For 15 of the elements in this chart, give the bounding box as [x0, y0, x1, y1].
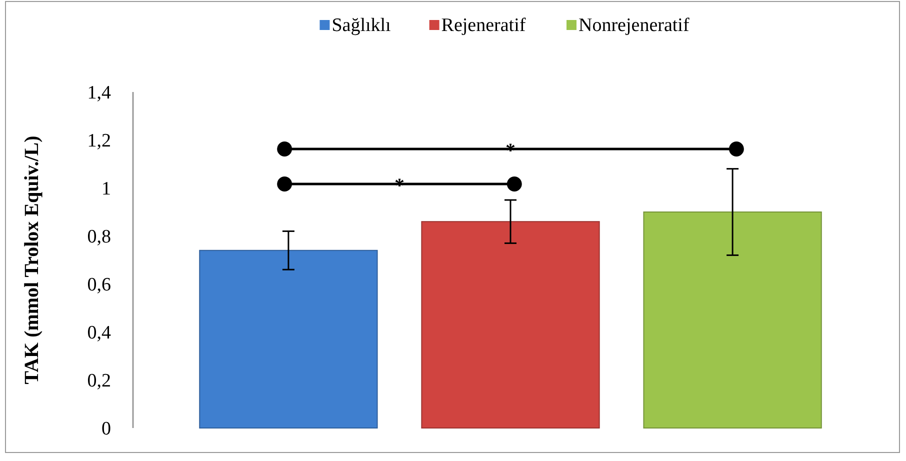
legend-label: Sağlıklı: [332, 15, 391, 36]
y-tick-label: 0,6: [87, 274, 111, 296]
legend-label: Rejeneratif: [441, 15, 526, 36]
bar: [421, 221, 600, 428]
y-tick-label: 1: [102, 178, 111, 200]
y-tick-label: 1,4: [87, 82, 112, 104]
y-tick-label: 0,8: [87, 226, 111, 248]
legend-label: Nonrejeneratif: [578, 15, 690, 36]
y-tick-label: 0: [102, 418, 111, 440]
y-axis-title: TAK (mmol Trolox Equiv./L): [21, 136, 43, 384]
bar: [643, 212, 822, 428]
y-tick-label: 0,4: [87, 322, 112, 344]
bar: [199, 250, 378, 428]
y-tick-label: 1,2: [87, 130, 111, 152]
y-tick-label: 0,2: [87, 370, 111, 392]
